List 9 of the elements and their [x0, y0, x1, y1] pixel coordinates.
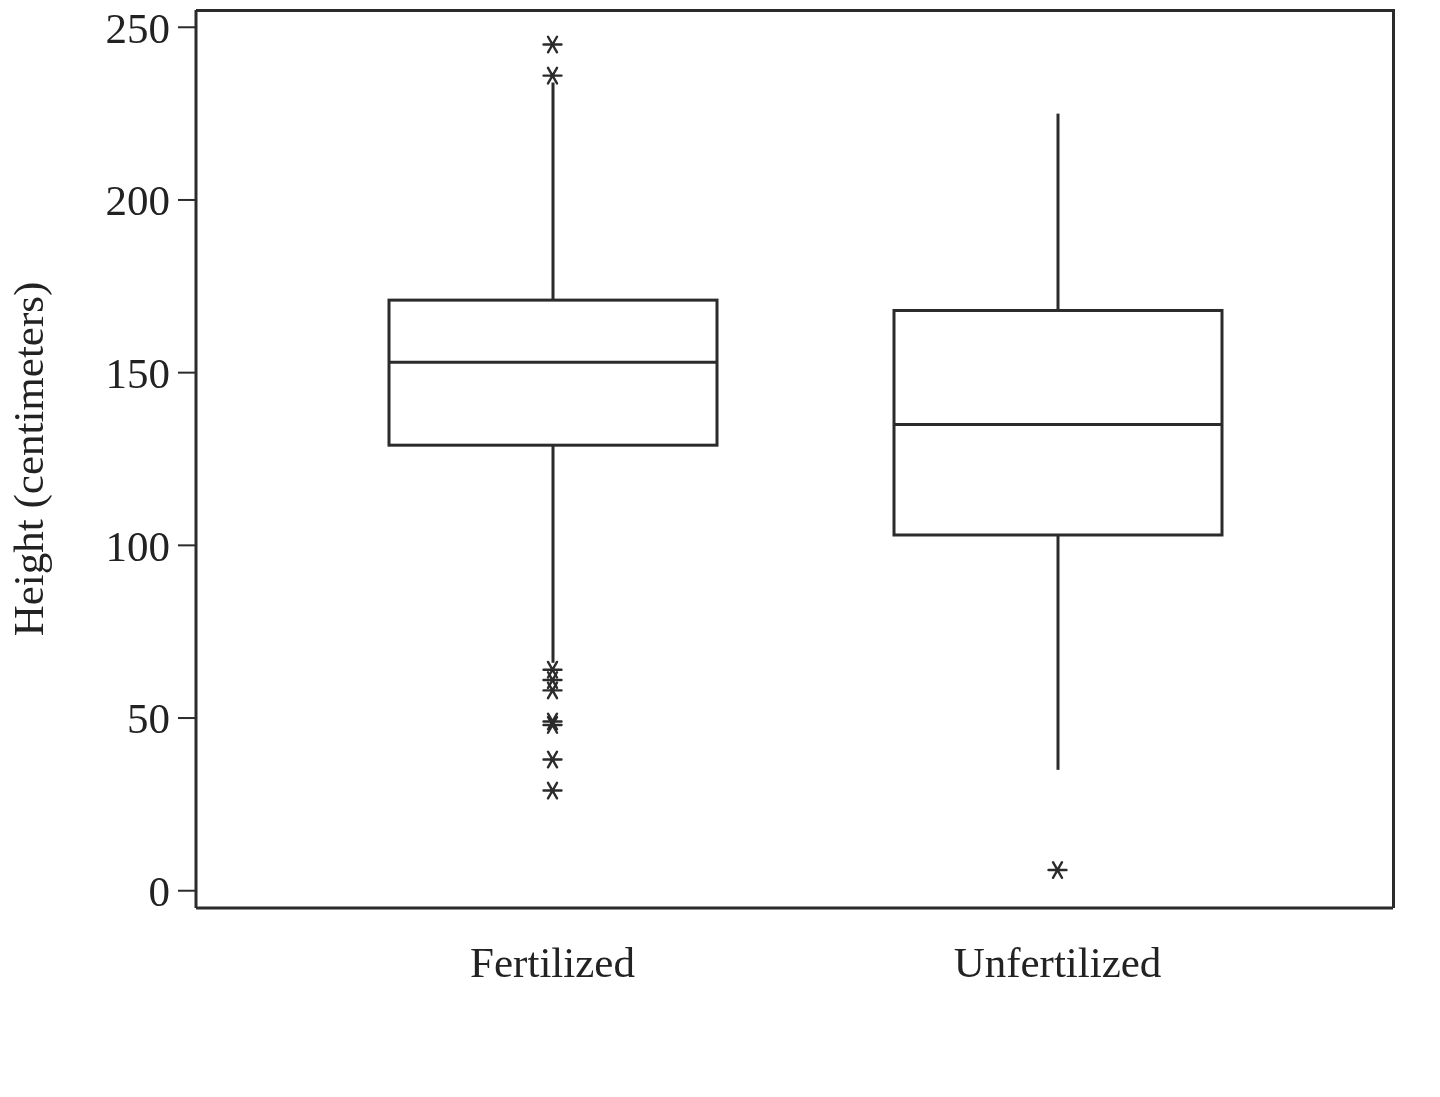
y-tick-label: 0: [148, 868, 170, 915]
y-tick-label: 250: [105, 4, 170, 52]
y-tick-label: 200: [105, 177, 170, 225]
y-tick-label: 50: [127, 695, 170, 743]
x-tick-label: Unfertilized: [953, 938, 1162, 986]
x-tick-label: Fertilized: [470, 938, 635, 986]
y-tick-label: 150: [105, 349, 170, 397]
y-axis-title: Height (centimeters): [4, 281, 53, 637]
y-tick-label: 100: [105, 522, 170, 570]
